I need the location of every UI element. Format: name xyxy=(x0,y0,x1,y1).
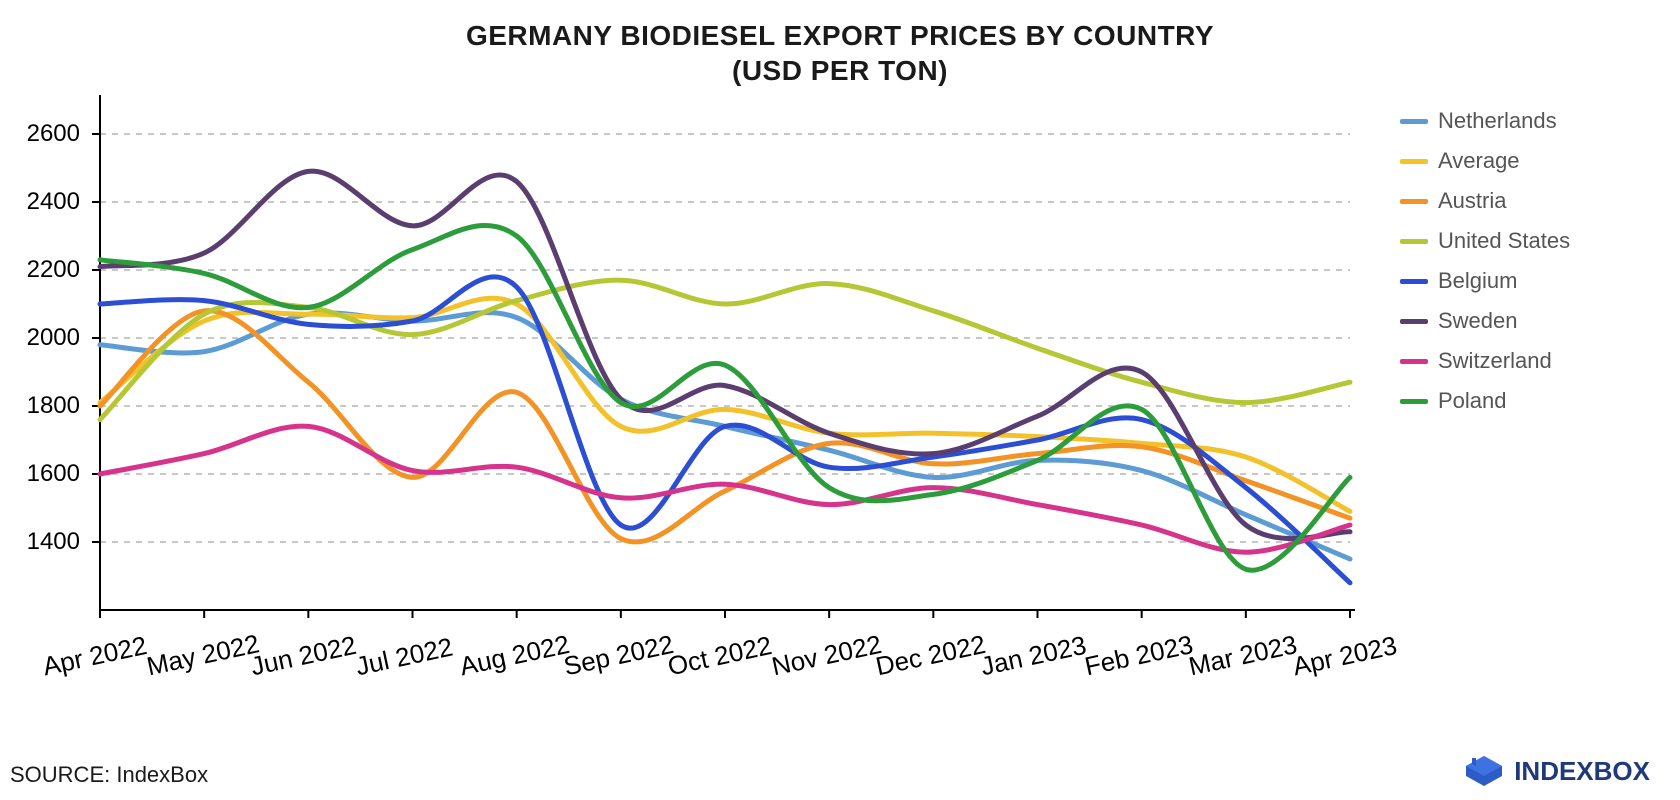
indexbox-logo: INDEXBOX xyxy=(1464,754,1650,788)
y-tick-label: 1800 xyxy=(20,392,80,420)
y-tick-label: 2200 xyxy=(20,256,80,284)
legend: Netherlands Average Austria United States Be… xyxy=(1400,108,1570,428)
legend-label: Austria xyxy=(1438,188,1506,214)
legend-label: Sweden xyxy=(1438,308,1518,334)
legend-label: Netherlands xyxy=(1438,108,1557,134)
legend-label: Belgium xyxy=(1438,268,1517,294)
y-tick-label: 2400 xyxy=(20,188,80,216)
legend-item: Switzerland xyxy=(1400,348,1570,374)
y-tick-label: 2600 xyxy=(20,120,80,148)
legend-swatch xyxy=(1400,119,1428,124)
legend-item: United States xyxy=(1400,228,1570,254)
legend-label: United States xyxy=(1438,228,1570,254)
legend-label: Average xyxy=(1438,148,1520,174)
legend-item: Belgium xyxy=(1400,268,1570,294)
legend-item: Average xyxy=(1400,148,1570,174)
legend-swatch xyxy=(1400,399,1428,404)
legend-item: Sweden xyxy=(1400,308,1570,334)
source-label: SOURCE: IndexBox xyxy=(10,762,208,788)
legend-item: Austria xyxy=(1400,188,1570,214)
y-tick-label: 2000 xyxy=(20,324,80,352)
legend-swatch xyxy=(1400,239,1428,244)
legend-swatch xyxy=(1400,199,1428,204)
legend-label: Poland xyxy=(1438,388,1507,414)
legend-swatch xyxy=(1400,319,1428,324)
legend-item: Netherlands xyxy=(1400,108,1570,134)
logo-icon xyxy=(1464,754,1504,788)
legend-swatch xyxy=(1400,359,1428,364)
legend-item: Poland xyxy=(1400,388,1570,414)
series-line xyxy=(100,280,1350,419)
legend-swatch xyxy=(1400,279,1428,284)
logo-text: INDEXBOX xyxy=(1514,756,1650,787)
legend-label: Switzerland xyxy=(1438,348,1552,374)
y-tick-label: 1400 xyxy=(20,528,80,556)
series-line xyxy=(100,225,1350,570)
legend-swatch xyxy=(1400,159,1428,164)
y-tick-label: 1600 xyxy=(20,460,80,488)
